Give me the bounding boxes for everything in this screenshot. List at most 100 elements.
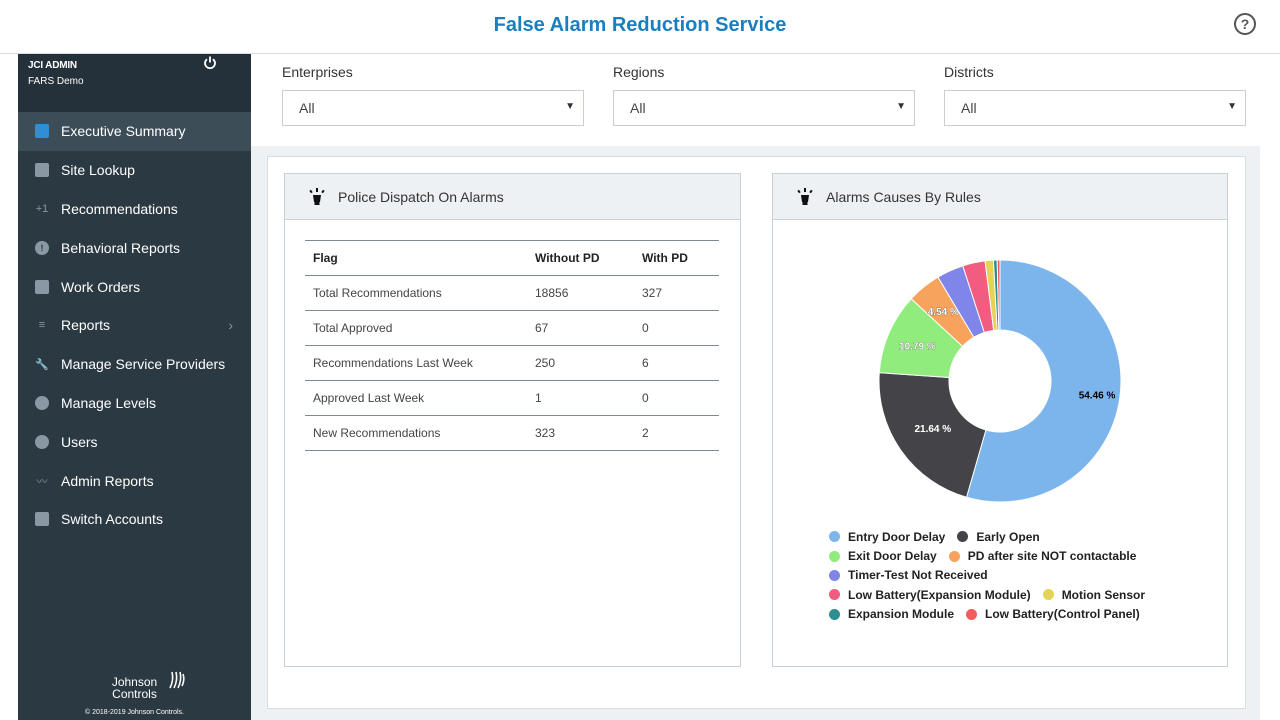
brand-line-2: Controls [112,687,157,701]
legend-item[interactable]: Early Open [957,530,1040,544]
legend-label: Motion Sensor [1061,587,1146,602]
switch-chart-icon [35,512,49,527]
alert-icon: ! [35,240,49,255]
sidebar-item-executive-summary[interactable]: Executive Summary [18,112,251,151]
table-cell: 323 [527,415,634,451]
pie-slice-low-battery-control-panel-[interactable] [996,259,1001,331]
pie-slice-early-open[interactable] [878,372,987,498]
legend-row: Entry Door Delay Early Open [829,527,1157,546]
districts-filter: Districts All ▼ [944,64,1246,126]
legend-item[interactable]: Low Battery(Control Panel) [966,607,1140,621]
column-header: With PD [634,240,719,276]
lamp-icon [797,187,813,207]
legend-row: Low Battery(Expansion Module) Motion Sens… [829,585,1157,604]
sidebar-item-label: Reports [61,317,111,334]
chevron-down-icon: ▼ [565,101,575,112]
table-row: Total Recommendations 18856 327 [305,275,719,311]
sidebar-item-label: Work Orders [61,278,141,295]
table-cell: Approved Last Week [305,380,527,416]
enterprises-value: All [299,100,315,116]
table-cell: 250 [527,345,634,381]
regions-label: Regions [613,64,665,80]
copyright: © 2018-2019 Johnson Controls. [85,709,184,716]
lamp-icon [309,187,325,207]
legend-marker [829,589,840,601]
legend-label: Low Battery(Control Panel) [985,607,1140,622]
sidebar-item-manage-levels[interactable]: Manage Levels [18,384,251,423]
legend-marker [829,550,840,562]
legend-item[interactable]: Entry Door Delay [829,530,945,544]
table-row: Total Approved 67 0 [305,310,719,346]
police-dispatch-header: Police Dispatch On Alarms [285,174,740,220]
sidebar-item-label: Site Lookup [61,162,135,179]
police-dispatch-table: Flag Without PD With PD Total Recommenda… [305,240,719,451]
menu-lines-icon: ≡ [38,319,46,332]
districts-label: Districts [944,64,994,80]
regions-value: All [630,100,646,116]
legend-label: PD after site NOT contactable [967,549,1137,564]
table-cell: 18856 [527,275,634,311]
legend-marker [957,531,969,543]
sidebar-item-label: Users [61,433,98,450]
sidebar-item-recommendations[interactable]: +1 Recommendations [18,190,251,229]
sidebar-item-label: Admin Reports [61,472,154,489]
sidebar-item-work-orders[interactable]: Work Orders [18,267,251,306]
pie-slice-entry-door-delay[interactable] [965,259,1122,503]
plus-one-icon: +1 [35,202,49,215]
sidebar-item-label: Recommendations [61,200,178,217]
legend-item[interactable]: Low Battery(Expansion Module) [829,588,1031,602]
table-cell: 6 [634,345,719,381]
legend-label: Entry Door Delay [848,529,946,544]
legend-marker [829,608,840,620]
table-cell: Recommendations Last Week [305,345,527,381]
regions-select[interactable]: All ▼ [613,90,915,126]
brand: Johnson Controls © 2018-2019 Johnson Con… [18,671,251,716]
legend-marker [948,550,960,562]
brand-mark-icon [166,670,186,690]
sidebar-item-behavioral-reports[interactable]: ! Behavioral Reports [18,228,251,267]
filter-bar: Enterprises All ▼ Regions All ▼ District… [251,54,1260,146]
sidebar-item-reports[interactable]: ≡ Reports › [18,306,251,345]
table-row: New Recommendations 323 2 [305,415,719,451]
table-cell: 0 [634,380,719,416]
legend-row: Expansion Module Low Battery(Control Pane… [829,605,1157,624]
table-cell: Total Approved [305,310,527,346]
sidebar-item-site-lookup[interactable]: Site Lookup [18,151,251,190]
power-icon[interactable] [203,56,217,74]
wrench-icon: 🔧 [35,358,49,371]
legend-marker [829,569,840,581]
legend-marker [966,608,978,620]
chevron-right-icon: › [228,317,233,334]
user-name: JCI ADMIN [28,60,77,71]
data-label: 4.54 % [928,307,959,318]
districts-select[interactable]: All ▼ [944,90,1246,126]
help-icon[interactable]: ? [1234,13,1256,35]
enterprises-select[interactable]: All ▼ [282,90,584,126]
legend-marker [829,531,840,543]
data-label: 10.79 % [899,341,936,352]
top-header: False Alarm Reduction Service ? [0,0,1280,54]
sidebar-item-switch-accounts[interactable]: Switch Accounts [18,500,251,539]
column-header: Without PD [527,240,634,276]
table-header-row: Flag Without PD With PD [305,240,719,276]
bar-chart-icon [35,124,49,139]
legend-item[interactable]: PD after site NOT contactable [948,549,1137,564]
table-cell: 0 [634,310,719,346]
legend-label: Exit Door Delay [848,549,937,564]
districts-value: All [961,100,977,116]
legend-row: Timer-Test Not Received [829,566,1157,585]
legend-item[interactable]: Motion Sensor [1042,587,1146,602]
legend-label: Expansion Module [848,607,955,622]
sidebar-item-manage-service-providers[interactable]: 🔧 Manage Service Providers [18,345,251,384]
legend-item[interactable]: Timer-Test Not Received [829,568,988,582]
sidebar-item-users[interactable]: Users [18,422,251,461]
chevron-down-icon: ▼ [896,101,906,112]
legend-item[interactable]: Expansion Module [829,607,954,621]
sidebar-item-admin-reports[interactable]: 〰 Admin Reports [18,461,251,500]
data-label: 54.46 % [1079,391,1116,402]
alarm-causes-donut-chart: 54.46 % 21.64 % 10.79 % 4.54 % [878,259,1122,503]
legend-item[interactable]: Exit Door Delay [829,549,937,563]
user-icon [35,434,49,449]
table-cell: 2 [634,415,719,451]
chart-legend: Entry Door Delay Early Open Exit Door Dela… [829,527,1157,624]
